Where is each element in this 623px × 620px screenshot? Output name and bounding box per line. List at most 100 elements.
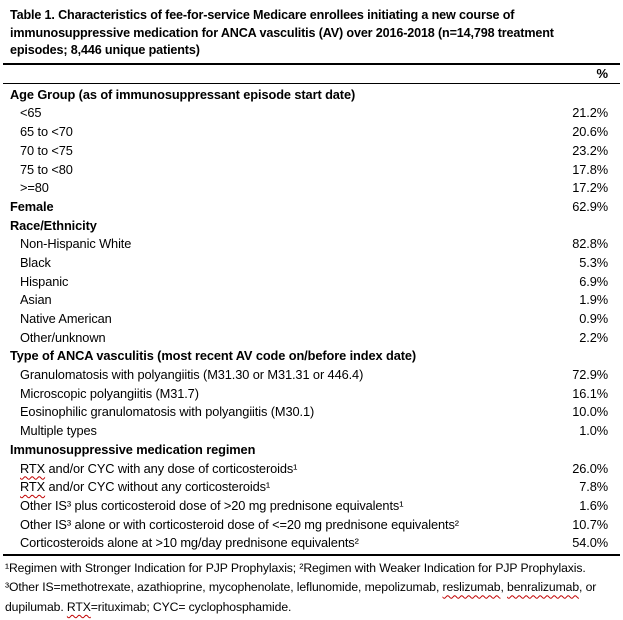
table-row: RTX and/or CYC without any corticosteroi… bbox=[3, 478, 620, 497]
text-segment: 65 to <70 bbox=[20, 124, 73, 140]
row-value: 21.2% bbox=[572, 105, 608, 121]
row-label: Corticosteroids alone at >10 mg/day pred… bbox=[3, 534, 359, 553]
row-value: 16.1% bbox=[572, 385, 608, 401]
text-segment: Non-Hispanic White bbox=[20, 236, 132, 252]
row-label: Female bbox=[3, 198, 54, 217]
text-segment: Other IS³ plus corticosteroid dose of >2… bbox=[20, 497, 404, 513]
text-segment: Female bbox=[10, 198, 54, 214]
table-row: Microscopic polyangiitis (M31.7) 16.1% bbox=[3, 385, 620, 404]
row-value: 2.2% bbox=[579, 329, 608, 345]
spellcheck-squiggle-text: benralizumab bbox=[507, 580, 580, 595]
row-label: Immunosuppressive medication regimen bbox=[3, 441, 255, 460]
text-segment: <65 bbox=[20, 105, 42, 121]
row-label: Multiple types bbox=[3, 422, 97, 441]
row-value: 10.0% bbox=[572, 404, 608, 420]
row-value: 26.0% bbox=[572, 460, 608, 476]
characteristics-table: % Age Group (as of immunosuppressant epi… bbox=[3, 62, 620, 556]
text-segment: Corticosteroids alone at >10 mg/day pred… bbox=[20, 535, 359, 551]
table-section-row: Race/Ethnicity bbox=[3, 217, 620, 236]
text-segment: Black bbox=[20, 254, 51, 270]
row-label: Non-Hispanic White bbox=[3, 235, 131, 254]
table-row: Black 5.3% bbox=[3, 254, 620, 273]
text-segment: Other IS³ alone or with corticosteroid d… bbox=[20, 516, 459, 532]
row-value: 62.9% bbox=[572, 198, 608, 214]
table-row: RTX and/or CYC with any dose of corticos… bbox=[3, 460, 620, 479]
table-row: >=80 17.2% bbox=[3, 179, 620, 198]
table-row: Other/unknown 2.2% bbox=[3, 329, 620, 348]
text-segment: Other/unknown bbox=[20, 329, 106, 345]
text-segment: Hispanic bbox=[20, 273, 69, 289]
table-row: Multiple types 1.0% bbox=[3, 422, 620, 441]
row-label: Hispanic bbox=[3, 273, 68, 292]
text-segment: 70 to <75 bbox=[20, 142, 73, 158]
row-label: Other IS³ alone or with corticosteroid d… bbox=[3, 516, 459, 535]
row-value: 72.9% bbox=[572, 367, 608, 383]
row-label: Microscopic polyangiitis (M31.7) bbox=[3, 385, 199, 404]
table-header-row: % bbox=[3, 65, 620, 84]
row-label: 75 to <80 bbox=[3, 161, 73, 180]
row-value: 6.9% bbox=[579, 273, 608, 289]
table-row: Asian 1.9% bbox=[3, 291, 620, 310]
row-label: 70 to <75 bbox=[3, 142, 73, 161]
text-segment: , or dupilumab. bbox=[5, 580, 597, 614]
row-value: 54.0% bbox=[572, 535, 608, 551]
table-row: Other IS³ plus corticosteroid dose of >2… bbox=[3, 497, 620, 516]
row-label: Black bbox=[3, 254, 51, 273]
row-label: Other IS³ plus corticosteroid dose of >2… bbox=[3, 497, 403, 516]
row-value: 1.0% bbox=[579, 423, 608, 439]
text-segment: >=80 bbox=[20, 180, 49, 196]
row-value: 7.8% bbox=[579, 479, 608, 495]
row-value: 10.7% bbox=[572, 516, 608, 532]
row-value: 20.6% bbox=[572, 124, 608, 140]
text-segment: , bbox=[500, 580, 508, 595]
table-section-row: Age Group (as of immunosuppressant episo… bbox=[3, 86, 620, 105]
row-label: 65 to <70 bbox=[3, 123, 73, 142]
row-label: Age Group (as of immunosuppressant episo… bbox=[3, 86, 355, 105]
row-label: Other/unknown bbox=[3, 329, 106, 348]
table-row: Hispanic 6.9% bbox=[3, 273, 620, 292]
text-segment: 75 to <80 bbox=[20, 161, 73, 177]
table-row: <65 21.2% bbox=[3, 104, 620, 123]
row-value: 82.8% bbox=[572, 236, 608, 252]
spellcheck-squiggle-text: RTX bbox=[20, 460, 46, 476]
table-row: Corticosteroids alone at >10 mg/day pred… bbox=[3, 534, 620, 553]
text-segment: Multiple types bbox=[20, 423, 97, 439]
table-row: Granulomatosis with polyangiitis (M31.30… bbox=[3, 366, 620, 385]
row-value: 17.8% bbox=[572, 161, 608, 177]
row-label: Granulomatosis with polyangiitis (M31.30… bbox=[3, 366, 363, 385]
text-segment: Eosinophilic granulomatosis with polyang… bbox=[20, 404, 315, 420]
table-footnote: ¹Regimen with Stronger Indication for PJ… bbox=[3, 556, 620, 617]
row-label: Native American bbox=[3, 310, 112, 329]
row-value: 23.2% bbox=[572, 142, 608, 158]
row-label: >=80 bbox=[3, 179, 49, 198]
table-row: Female 62.9% bbox=[3, 198, 620, 217]
table-row: Other IS³ alone or with corticosteroid d… bbox=[3, 516, 620, 535]
row-value: 1.6% bbox=[579, 497, 608, 513]
text-segment: Native American bbox=[20, 311, 112, 327]
row-label: Race/Ethnicity bbox=[3, 217, 97, 236]
spellcheck-squiggle-text: RTX bbox=[66, 599, 91, 614]
table-section-row: Immunosuppressive medication regimen bbox=[3, 441, 620, 460]
text-segment: Asian bbox=[20, 292, 52, 308]
text-segment: and/or CYC with any dose of corticostero… bbox=[45, 460, 298, 476]
row-value: 1.9% bbox=[579, 292, 608, 308]
text-segment: ¹Regimen with Stronger Indication for PJ… bbox=[5, 560, 586, 595]
row-label: <65 bbox=[3, 104, 42, 123]
text-segment: =rituximab; CYC= cyclophosphamide. bbox=[90, 599, 292, 614]
table-row: 65 to <70 20.6% bbox=[3, 123, 620, 142]
row-value: 0.9% bbox=[579, 311, 608, 327]
spellcheck-squiggle-text: RTX bbox=[20, 479, 46, 495]
table-row: 75 to <80 17.8% bbox=[3, 161, 620, 180]
row-label: RTX and/or CYC with any dose of corticos… bbox=[3, 460, 297, 479]
table-row: Native American 0.9% bbox=[3, 310, 620, 329]
table-section-row: Type of ANCA vasculitis (most recent AV … bbox=[3, 347, 620, 366]
spellcheck-squiggle-text: reslizumab bbox=[442, 580, 501, 595]
table-row: 70 to <75 23.2% bbox=[3, 142, 620, 161]
row-value: 5.3% bbox=[579, 254, 608, 270]
percent-column-header: % bbox=[596, 65, 608, 81]
text-segment: Race/Ethnicity bbox=[10, 217, 97, 233]
table-row: Eosinophilic granulomatosis with polyang… bbox=[3, 403, 620, 422]
row-label: Eosinophilic granulomatosis with polyang… bbox=[3, 403, 314, 422]
row-value: 17.2% bbox=[572, 180, 608, 196]
